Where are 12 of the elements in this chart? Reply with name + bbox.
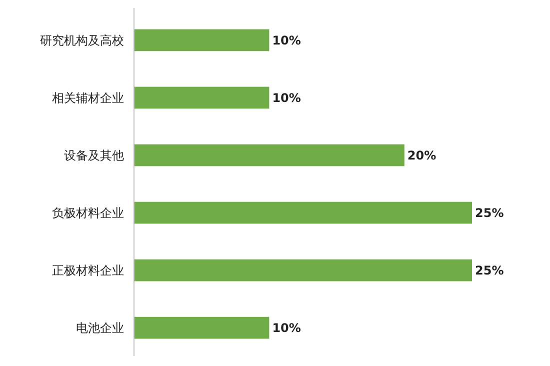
y-tick-label: 设备及其他: [64, 148, 124, 162]
y-tick-label: 负极材料企业: [52, 206, 124, 220]
y-tick-label: 研究机构及高校: [40, 33, 124, 48]
data-label: 20%: [407, 148, 436, 162]
y-tick-label: 相关辅材企业: [52, 90, 124, 105]
data-label: 25%: [475, 263, 504, 278]
data-label: 10%: [272, 90, 301, 105]
data-label: 10%: [272, 33, 301, 48]
data-label: 10%: [272, 321, 301, 336]
data-label: 25%: [475, 206, 504, 220]
y-tick-label: 正极材料企业: [52, 263, 124, 278]
y-tick-label: 电池企业: [76, 321, 124, 336]
